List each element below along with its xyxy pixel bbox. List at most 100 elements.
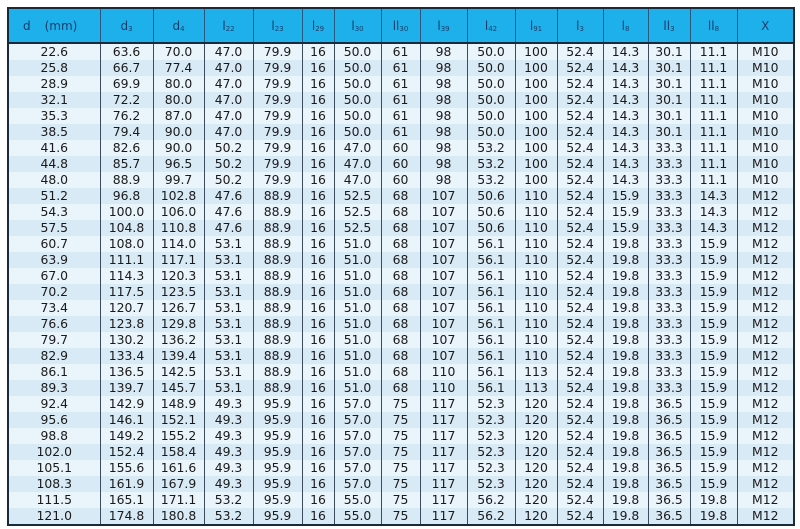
table-cell: 56.1 xyxy=(466,300,515,316)
table-cell: 33.3 xyxy=(647,140,690,156)
table-cell: 70.2 xyxy=(8,284,100,300)
table-cell: 53.1 xyxy=(203,380,253,396)
table-cell: 51.0 xyxy=(333,364,381,380)
column-header-subscript: 29 xyxy=(315,24,325,33)
table-cell: 75 xyxy=(380,428,420,444)
table-cell: 110 xyxy=(514,236,557,252)
table-cell: 15.9 xyxy=(689,252,737,268)
column-header: ll30 xyxy=(380,8,420,44)
table-cell: 33.3 xyxy=(647,300,690,316)
table-cell: 50.0 xyxy=(466,124,515,140)
table-row: 44.8 85.7 96.5 50.2 79.9 16 47.0 60 98 53.2 100 52.… xyxy=(8,156,794,172)
table-cell: 16 xyxy=(301,460,334,476)
table-row: 73.4 120.7 126.7 53.1 88.9 16 51.0 68 107 56.1 110… xyxy=(8,300,794,316)
table-cell: 52.3 xyxy=(466,412,515,428)
column-header-base: l xyxy=(484,18,489,33)
table-cell: 75 xyxy=(380,508,420,525)
table-cell: 52.3 xyxy=(466,476,515,492)
column-header-subscript: 8 xyxy=(624,24,630,33)
table-cell: 56.1 xyxy=(466,348,515,364)
table-cell: 56.2 xyxy=(466,508,515,525)
table-cell: 51.0 xyxy=(333,284,381,300)
table-cell: 52.4 xyxy=(556,380,603,396)
column-header-subscript: 3 xyxy=(670,24,675,33)
table-cell: 49.3 xyxy=(203,476,253,492)
table-cell: 50.0 xyxy=(466,60,515,76)
table-cell: 15.9 xyxy=(602,188,648,204)
table-cell: 133.4 xyxy=(99,348,153,364)
table-cell: 79.9 xyxy=(252,156,302,172)
table-cell: M12 xyxy=(736,268,794,284)
table-cell: 14.3 xyxy=(689,188,737,204)
table-cell: 79.9 xyxy=(252,124,302,140)
table-cell: M10 xyxy=(736,172,794,188)
table-cell: 30.1 xyxy=(647,108,690,124)
column-header-subscript: 8 xyxy=(714,24,720,33)
table-cell: 110 xyxy=(514,316,557,332)
table-cell: 60 xyxy=(380,172,420,188)
table-cell: 69.9 xyxy=(99,76,153,92)
table-cell: 16 xyxy=(301,444,334,460)
table-cell: 75 xyxy=(380,444,420,460)
table-cell: 52.4 xyxy=(556,188,603,204)
table-cell: 76.2 xyxy=(99,108,153,124)
table-cell: 88.9 xyxy=(252,268,302,284)
table-cell: 126.7 xyxy=(152,300,204,316)
table-cell: 50.0 xyxy=(466,92,515,108)
table-cell: 79.9 xyxy=(252,92,302,108)
table-cell: 123.8 xyxy=(99,316,153,332)
column-header: l91 xyxy=(514,8,557,44)
table-cell: 79.9 xyxy=(252,60,302,76)
table-cell: 79.4 xyxy=(99,124,153,140)
table-cell: 51.0 xyxy=(333,380,381,396)
table-cell: 16 xyxy=(301,412,334,428)
table-cell: 15.9 xyxy=(689,284,737,300)
table-cell: 102.0 xyxy=(8,444,100,460)
table-cell: 120 xyxy=(514,412,557,428)
table-cell: M10 xyxy=(736,124,794,140)
table-cell: 61 xyxy=(380,43,420,60)
table-cell: 47.6 xyxy=(203,188,253,204)
table-cell: 15.9 xyxy=(689,412,737,428)
table-cell: 100 xyxy=(514,76,557,92)
column-header: l22 xyxy=(203,8,253,44)
table-cell: 11.1 xyxy=(689,172,737,188)
table-cell: 100 xyxy=(514,156,557,172)
table-cell: 98 xyxy=(419,124,467,140)
table-cell: 53.2 xyxy=(203,508,253,525)
table-cell: 19.8 xyxy=(602,460,648,476)
table-cell: 121.0 xyxy=(8,508,100,525)
table-row: 82.9 133.4 139.4 53.1 88.9 16 51.0 68 107 56.1 110… xyxy=(8,348,794,364)
table-cell: 15.9 xyxy=(689,268,737,284)
table-cell: 80.0 xyxy=(152,92,204,108)
table-cell: 53.1 xyxy=(203,332,253,348)
table-cell: 165.1 xyxy=(99,492,153,508)
table-cell: 107 xyxy=(419,252,467,268)
table-cell: 142.9 xyxy=(99,396,153,412)
table-cell: 19.8 xyxy=(602,284,648,300)
table-cell: 90.0 xyxy=(152,124,204,140)
table-row: 105.1 155.6 161.6 49.3 95.9 16 57.0 75 117 52.3 12… xyxy=(8,460,794,476)
table-cell: 47.0 xyxy=(203,124,253,140)
table-cell: 16 xyxy=(301,300,334,316)
table-cell: 50.0 xyxy=(466,43,515,60)
column-header: l23 xyxy=(252,8,302,44)
table-cell: 14.3 xyxy=(602,92,648,108)
table-cell: 52.4 xyxy=(556,92,603,108)
column-header-base: l xyxy=(437,18,441,33)
table-cell: 113 xyxy=(514,364,557,380)
table-cell: 16 xyxy=(301,140,334,156)
table-cell: 16 xyxy=(301,172,334,188)
table-cell: 111.5 xyxy=(8,492,100,508)
table-cell: 95.6 xyxy=(8,412,100,428)
column-header-base: l xyxy=(311,18,316,33)
column-header: l39 xyxy=(419,8,467,44)
table-cell: 110 xyxy=(514,348,557,364)
table-cell: 107 xyxy=(419,188,467,204)
table-cell: 33.3 xyxy=(647,236,690,252)
table-cell: 11.1 xyxy=(689,140,737,156)
table-cell: 19.8 xyxy=(602,412,648,428)
table-cell: 14.3 xyxy=(602,108,648,124)
table-cell: 50.2 xyxy=(203,156,253,172)
table-cell: 52.4 xyxy=(556,428,603,444)
